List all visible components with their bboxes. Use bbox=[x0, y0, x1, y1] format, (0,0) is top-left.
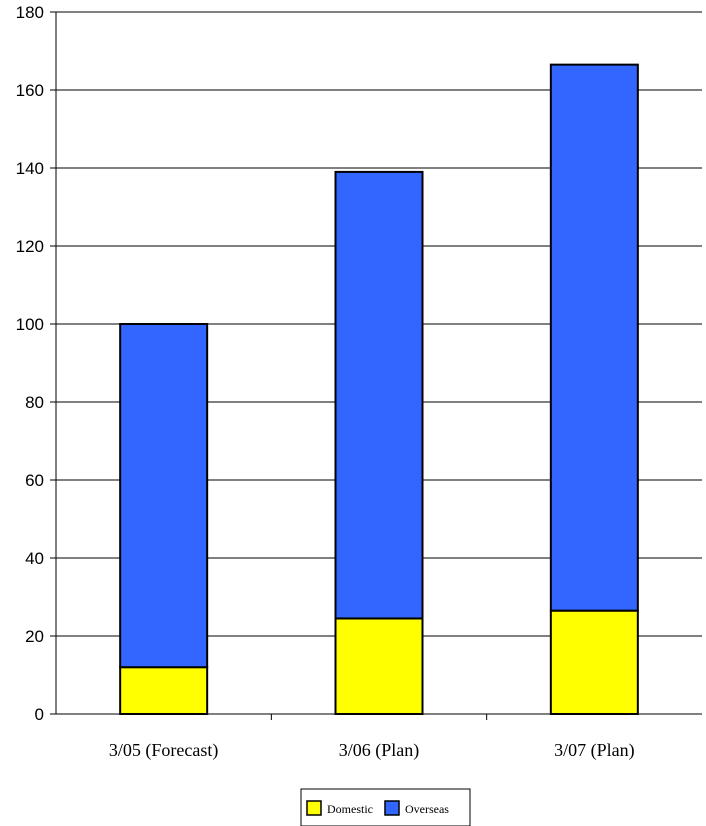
x-category-labels: 3/05 (Forecast) 3/06 (Plan) 3/07 (Plan) bbox=[109, 740, 635, 761]
legend-entries: Domestic Overseas bbox=[306, 800, 449, 816]
y-tick-labels: 0 20 40 60 80 100 120 140 160 180 bbox=[16, 3, 44, 724]
y-tick-label: 120 bbox=[16, 237, 44, 256]
y-tick-label: 140 bbox=[16, 159, 44, 178]
y-tick-label: 40 bbox=[25, 549, 44, 568]
y-tick-label: 20 bbox=[25, 627, 44, 646]
legend: Domestic Overseas bbox=[300, 788, 471, 826]
y-tick-label: 180 bbox=[16, 3, 44, 22]
bar-overseas bbox=[119, 323, 209, 669]
x-category-label: 3/06 (Plan) bbox=[339, 740, 420, 761]
y-tick-label: 60 bbox=[25, 471, 44, 490]
bar-overseas bbox=[549, 63, 639, 612]
bar-domestic bbox=[119, 666, 209, 716]
bar-domestic bbox=[549, 609, 639, 716]
bar-domestic bbox=[334, 617, 424, 716]
legend-swatch-overseas bbox=[384, 800, 400, 816]
axes bbox=[50, 11, 702, 720]
x-category-label: 3/07 (Plan) bbox=[554, 740, 635, 761]
y-tick-label: 100 bbox=[16, 315, 44, 334]
x-category-label: 3/05 (Forecast) bbox=[109, 740, 218, 761]
legend-label-overseas: Overseas bbox=[405, 802, 449, 816]
bar-overseas bbox=[334, 170, 424, 620]
y-tick-label: 80 bbox=[25, 393, 44, 412]
legend-label-domestic: Domestic bbox=[327, 802, 373, 816]
bars bbox=[119, 63, 639, 716]
y-tick-label: 160 bbox=[16, 81, 44, 100]
legend-swatch-domestic bbox=[306, 800, 322, 816]
y-tick-label: 0 bbox=[35, 705, 44, 724]
